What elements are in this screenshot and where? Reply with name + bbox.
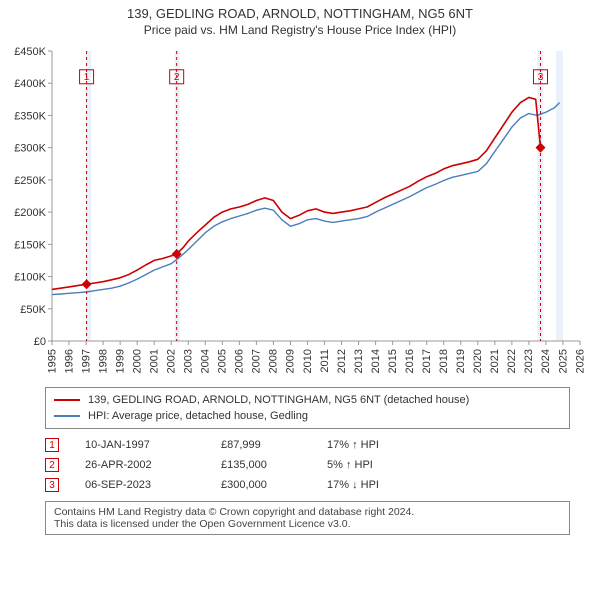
- current-period-band: [556, 51, 563, 341]
- transaction-price: £87,999: [221, 439, 301, 451]
- transaction-row-2: 2 26-APR-2002 £135,000 5% ↑ HPI: [45, 455, 570, 475]
- x-tick-label: 1996: [63, 349, 75, 373]
- transaction-price: £135,000: [221, 459, 301, 471]
- x-tick-label: 1999: [114, 349, 126, 373]
- x-tick-label: 2018: [438, 349, 450, 373]
- x-tick-label: 2002: [166, 349, 178, 373]
- x-tick-label: 2001: [148, 349, 160, 373]
- legend-row-1: HPI: Average price, detached house, Gedl…: [54, 408, 561, 424]
- y-tick-label: £200K: [14, 207, 46, 219]
- y-tick-label: £50K: [20, 304, 46, 316]
- x-tick-label: 2005: [217, 349, 229, 373]
- price-chart: £0 £50K £100K £150K £200K £250K £300K £350K £400…: [0, 41, 600, 381]
- legend-row-0: 139, GEDLING ROAD, ARNOLD, NOTTINGHAM, N…: [54, 392, 561, 408]
- x-tick-label: 2024: [540, 349, 552, 373]
- legend-swatch: [54, 415, 80, 417]
- x-tick-label: 2020: [472, 349, 484, 373]
- transaction-diff: 17% ↑ HPI: [327, 439, 417, 451]
- series-hpi: [52, 103, 560, 295]
- chart-container: £0 £50K £100K £150K £200K £250K £300K £350K £400…: [0, 41, 600, 381]
- transaction-row-1: 1 10-JAN-1997 £87,999 17% ↑ HPI: [45, 435, 570, 455]
- x-tick-label: 2014: [370, 349, 382, 373]
- x-tick-label: 2011: [319, 349, 331, 373]
- x-tick-label: 2007: [251, 349, 263, 373]
- x-tick-label: 2021: [489, 349, 501, 373]
- transaction-marker-1: 1: [45, 438, 59, 452]
- transaction-diff: 5% ↑ HPI: [327, 459, 417, 471]
- x-tick-label: 2022: [506, 349, 518, 373]
- marker-point-3: [535, 143, 545, 153]
- y-tick-label: £250K: [14, 175, 46, 187]
- x-tick-label: 2009: [285, 349, 297, 373]
- footer-line1: Contains HM Land Registry data © Crown c…: [54, 506, 561, 518]
- transaction-diff: 17% ↓ HPI: [327, 479, 417, 491]
- x-tick-label: 2010: [302, 349, 314, 373]
- y-tick-label: £150K: [14, 239, 46, 251]
- transaction-date: 10-JAN-1997: [85, 439, 195, 451]
- x-tick-label: 2000: [131, 349, 143, 373]
- y-tick-label: £350K: [14, 110, 46, 122]
- x-tick-label: 1998: [97, 349, 109, 373]
- footer-line2: This data is licensed under the Open Gov…: [54, 518, 561, 530]
- series-property: [52, 97, 541, 289]
- x-tick-label: 2026: [574, 349, 586, 373]
- y-tick-label: £450K: [14, 46, 46, 58]
- legend-swatch: [54, 399, 80, 401]
- transaction-marker-2: 2: [45, 458, 59, 472]
- transaction-marker-3: 3: [45, 478, 59, 492]
- x-tick-label: 2015: [387, 349, 399, 373]
- x-tick-label: 2016: [404, 349, 416, 373]
- x-tick-label: 1997: [80, 349, 92, 373]
- transactions-table: 1 10-JAN-1997 £87,999 17% ↑ HPI 2 26-APR-2002…: [45, 435, 570, 495]
- x-tick-label: 2023: [523, 349, 535, 373]
- legend-label: HPI: Average price, detached house, Gedl…: [88, 410, 308, 422]
- marker-label-1: 1: [84, 72, 90, 83]
- title-line1: 139, GEDLING ROAD, ARNOLD, NOTTINGHAM, N…: [0, 6, 600, 21]
- x-tick-label: 2006: [234, 349, 246, 373]
- marker-label-2: 2: [174, 72, 180, 83]
- y-tick-label: £300K: [14, 143, 46, 155]
- transaction-date: 26-APR-2002: [85, 459, 195, 471]
- x-tick-label: 2004: [200, 349, 212, 373]
- y-tick-label: £400K: [14, 78, 46, 90]
- marker-band-2: [175, 51, 180, 341]
- legend: 139, GEDLING ROAD, ARNOLD, NOTTINGHAM, N…: [45, 387, 570, 429]
- footer-attribution: Contains HM Land Registry data © Crown c…: [45, 501, 570, 535]
- transaction-price: £300,000: [221, 479, 301, 491]
- marker-label-3: 3: [538, 72, 544, 83]
- transaction-row-3: 3 06-SEP-2023 £300,000 17% ↓ HPI: [45, 475, 570, 495]
- x-tick-label: 2025: [557, 349, 569, 373]
- transaction-date: 06-SEP-2023: [85, 479, 195, 491]
- x-tick-label: 2019: [455, 349, 467, 373]
- x-tick-label: 2008: [268, 349, 280, 373]
- y-tick-label: £100K: [14, 272, 46, 284]
- x-tick-label: 2013: [353, 349, 365, 373]
- x-tick-label: 2017: [421, 349, 433, 373]
- title-line2: Price paid vs. HM Land Registry's House …: [0, 23, 600, 37]
- x-tick-label: 2003: [183, 349, 195, 373]
- chart-title-block: 139, GEDLING ROAD, ARNOLD, NOTTINGHAM, N…: [0, 0, 600, 41]
- x-tick-label: 1995: [46, 349, 58, 373]
- legend-label: 139, GEDLING ROAD, ARNOLD, NOTTINGHAM, N…: [88, 394, 469, 406]
- y-tick-label: £0: [34, 336, 46, 348]
- x-tick-label: 2012: [336, 349, 348, 373]
